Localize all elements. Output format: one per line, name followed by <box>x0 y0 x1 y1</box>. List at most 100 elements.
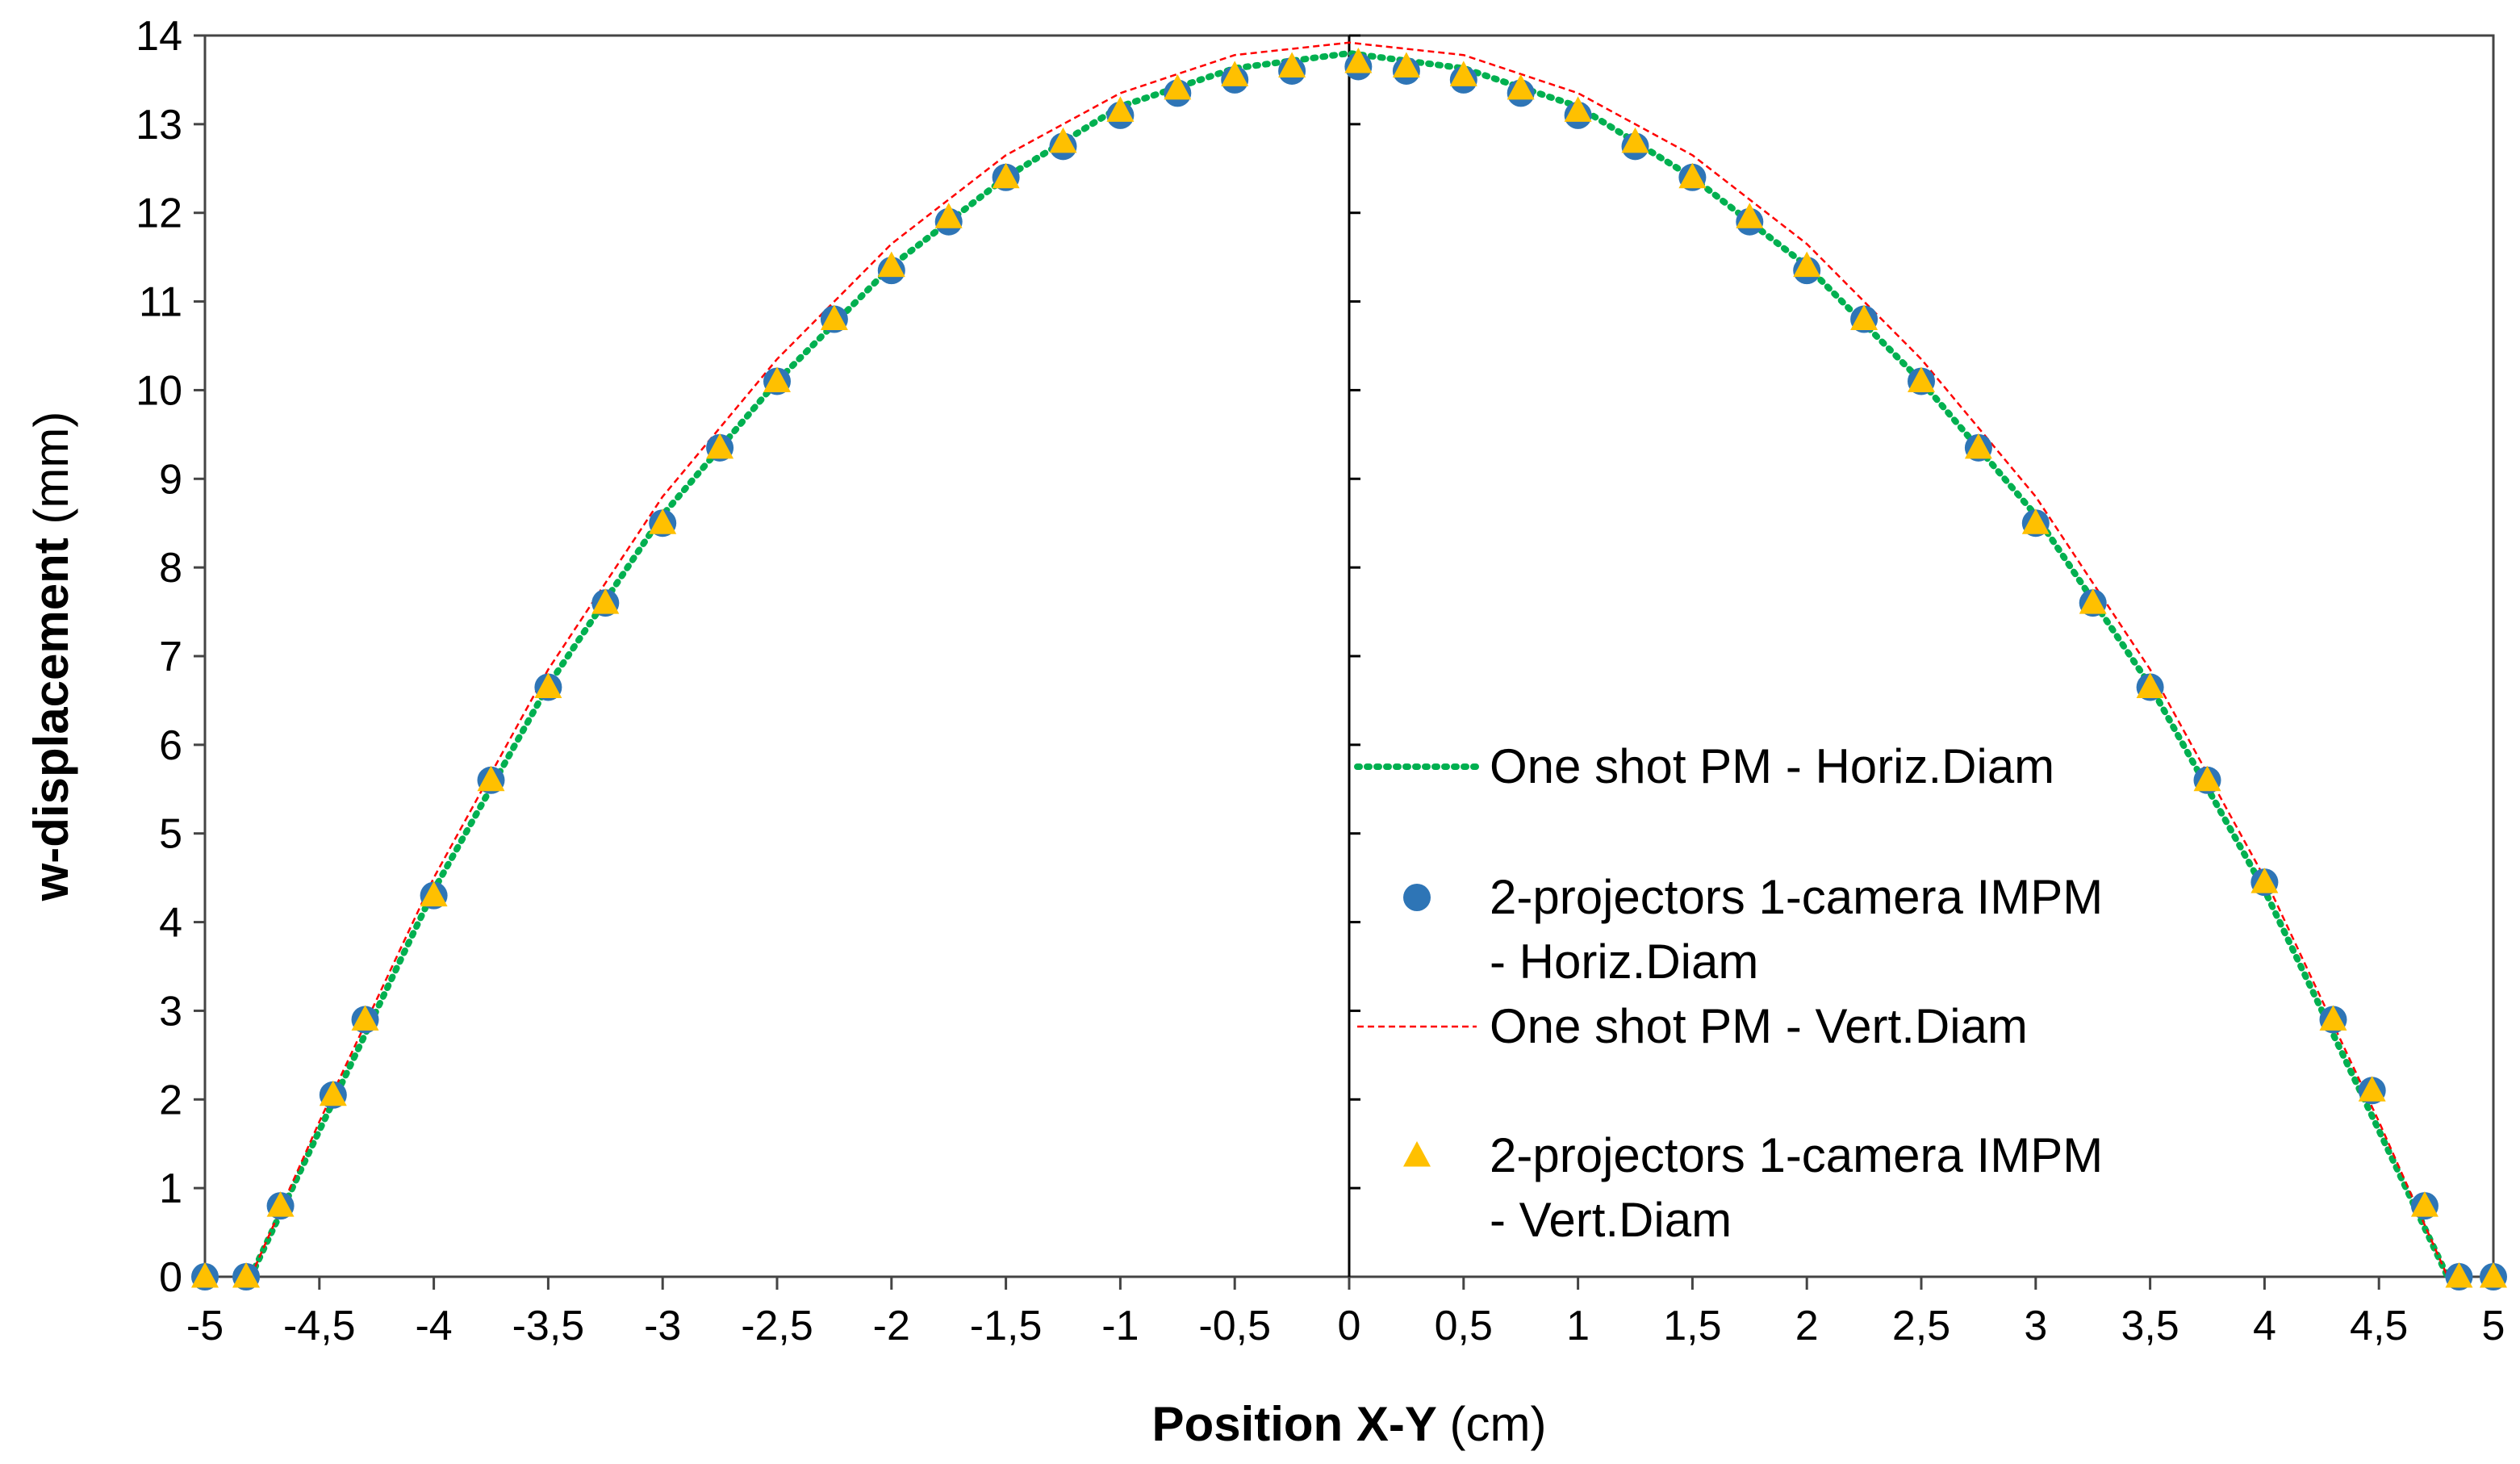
data-point-triangle <box>477 765 505 792</box>
data-point-triangle <box>191 1262 219 1288</box>
y-tick-label: 1 <box>159 1165 182 1212</box>
data-point-triangle <box>351 1005 379 1031</box>
y-axis-unit: (mm) <box>24 412 78 525</box>
data-point-triangle <box>591 588 620 614</box>
data-point-triangle <box>1164 73 1192 100</box>
x-tick-label: -3,5 <box>512 1303 585 1349</box>
data-point-triangle <box>1736 203 1764 228</box>
y-tick-label: 4 <box>159 900 182 947</box>
data-point-triangle <box>2136 672 2164 698</box>
x-tick-label: 1,5 <box>1663 1303 1721 1349</box>
y-tick-label: 0 <box>159 1254 182 1301</box>
data-point-triangle <box>1344 47 1373 73</box>
data-point-triangle <box>1908 366 1935 392</box>
x-tick-label: -0,5 <box>1198 1303 1271 1349</box>
data-point-triangle <box>2358 1076 2386 1102</box>
x-tick-label: 4,5 <box>2350 1303 2408 1349</box>
data-point-triangle <box>706 433 734 459</box>
x-tick-label: 4 <box>2253 1303 2276 1349</box>
data-point-triangle <box>2021 508 2050 534</box>
data-point-triangle <box>2319 1005 2347 1031</box>
data-point-triangle <box>2410 1191 2439 1217</box>
y-tick-label: 10 <box>136 367 182 414</box>
x-tick-label: 0,5 <box>1435 1303 1493 1349</box>
y-tick-label: 7 <box>159 634 182 680</box>
series-group <box>191 47 2507 1288</box>
x-axis-title: Position X-Y (cm) <box>1152 1397 1547 1451</box>
y-tick-label: 14 <box>136 13 182 60</box>
data-point-triangle <box>1678 162 1707 189</box>
series-group <box>249 41 2449 1278</box>
legend-symbol <box>1403 884 1431 911</box>
x-tick-label: 1 <box>1566 1303 1590 1349</box>
data-point-triangle <box>1850 304 1879 331</box>
data-point-triangle <box>1106 96 1135 122</box>
legend-label: One shot PM - Horiz.Diam <box>1490 739 2054 793</box>
data-point-triangle <box>820 304 848 331</box>
data-point-triangle <box>2250 868 2279 893</box>
y-tick-label: 3 <box>159 988 182 1035</box>
x-tick-label: -2,5 <box>741 1303 813 1349</box>
legend-label-line: - Horiz.Diam <box>1490 935 1758 989</box>
y-tick-label: 13 <box>136 102 182 148</box>
data-point-triangle <box>992 162 1020 189</box>
x-tick-label: -1,5 <box>970 1303 1043 1349</box>
series-line <box>249 41 2449 1278</box>
data-point-triangle <box>1278 52 1306 77</box>
legend: One shot PM - Horiz.Diam 2-projectors 1-c… <box>1354 739 2103 1247</box>
data-point-triangle <box>1049 127 1077 153</box>
legend-label-line: 2-projectors 1-camera IMPM <box>1490 1128 2103 1182</box>
y-tick-label: 5 <box>159 811 182 858</box>
x-tick-label: -2 <box>873 1303 910 1349</box>
y-tick-label: 12 <box>136 190 182 237</box>
data-point-triangle <box>420 880 448 907</box>
legend-label: One shot PM - Vert.Diam <box>1490 999 2028 1053</box>
data-point-triangle <box>763 366 791 392</box>
series-group <box>247 50 2451 1280</box>
data-point-triangle <box>877 251 905 278</box>
series-layer <box>191 41 2507 1290</box>
data-point-triangle <box>2445 1262 2473 1288</box>
x-tick-label: -4,5 <box>283 1303 356 1349</box>
x-axis-unit: (cm) <box>1449 1397 1546 1451</box>
legend-symbol <box>1403 1141 1431 1167</box>
y-axis-label: w-displacement <box>24 537 78 901</box>
data-point-triangle <box>649 508 677 534</box>
data-point-triangle <box>1507 73 1535 100</box>
x-tick-label: 2 <box>1795 1303 1819 1349</box>
y-tick-label: 2 <box>159 1077 182 1123</box>
legend-item: 2-projectors 1-camera IMPM - Vert.Diam <box>1403 1128 2103 1247</box>
legend-label: 2-projectors 1-camera IMPM - Horiz.Diam <box>1490 870 2103 989</box>
legend-label-line: 2-projectors 1-camera IMPM <box>1490 870 2103 924</box>
data-point-triangle <box>1793 251 1821 278</box>
data-point-triangle <box>1392 52 1420 77</box>
y-axis-title: w-displacement (mm) <box>24 412 78 902</box>
data-point-triangle <box>232 1262 261 1288</box>
legend-item: 2-projectors 1-camera IMPM - Horiz.Diam <box>1403 870 2103 989</box>
data-point-triangle <box>2079 588 2107 614</box>
x-axis-label: Position X-Y <box>1152 1397 1437 1451</box>
y-tick-label: 11 <box>139 279 182 326</box>
x-tick-label: -3 <box>644 1303 681 1349</box>
x-tick-label: -4 <box>415 1303 452 1349</box>
y-tick-label: 8 <box>159 545 182 592</box>
data-point-triangle <box>266 1191 295 1217</box>
data-point-triangle <box>1221 61 1249 86</box>
x-tick-label: 2,5 <box>1892 1303 1950 1349</box>
series-line <box>247 50 2451 1280</box>
data-point-triangle <box>2480 1262 2507 1288</box>
legend-item: One shot PM - Vert.Diam <box>1357 999 2028 1053</box>
x-tick-label: -1 <box>1101 1303 1139 1349</box>
data-point-triangle <box>1564 96 1592 122</box>
data-point-triangle <box>1964 433 1992 459</box>
data-point-triangle <box>319 1080 347 1106</box>
data-point-triangle <box>934 203 963 228</box>
x-tick-label: 3 <box>2024 1303 2047 1349</box>
x-tick-label: 0 <box>1338 1303 1361 1349</box>
legend-label: 2-projectors 1-camera IMPM - Vert.Diam <box>1490 1128 2103 1247</box>
x-tick-label: -5 <box>186 1303 224 1349</box>
y-tick-label: 6 <box>159 722 182 769</box>
data-point-triangle <box>534 672 562 698</box>
